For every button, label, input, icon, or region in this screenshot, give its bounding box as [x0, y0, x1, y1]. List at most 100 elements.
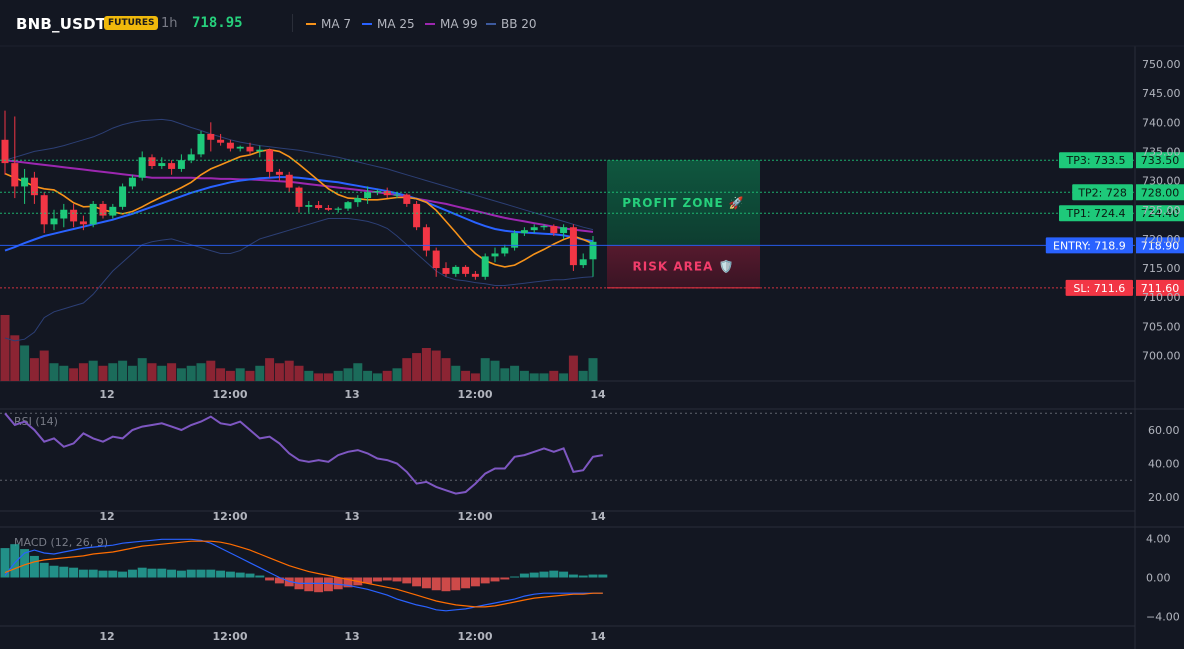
- candle-body: [481, 256, 489, 277]
- symbol-title[interactable]: BNB_USDT: [16, 15, 107, 33]
- volume-bar: [235, 368, 245, 381]
- candle-body: [256, 149, 264, 152]
- chart-header: BNB_USDT FUTURES 1h 718.95 MA 7 MA 25 MA…: [0, 0, 1184, 46]
- candle-body: [70, 209, 78, 222]
- candle: [109, 203, 117, 219]
- candle-body: [50, 218, 58, 225]
- price-tick-label: 720.00: [1142, 233, 1181, 246]
- candle-body: [393, 194, 401, 196]
- candle-body: [501, 247, 509, 254]
- candle: [452, 265, 460, 277]
- rsi-title: RSI (14): [14, 415, 58, 428]
- candle: [11, 116, 19, 199]
- candle-body: [373, 191, 381, 193]
- candle-body: [569, 227, 577, 266]
- candle: [354, 195, 362, 207]
- candle-body: [138, 157, 146, 178]
- legend-ma99[interactable]: MA 99: [425, 17, 478, 31]
- axis-price-label: 711.60: [1141, 282, 1180, 295]
- candlesticks[interactable]: [1, 110, 597, 280]
- macd-histogram-bar: [490, 577, 500, 582]
- volume-bar: [461, 370, 471, 381]
- macd-histogram-bar: [559, 571, 569, 578]
- legend-ma7[interactable]: MA 7: [306, 17, 351, 31]
- candle-body: [383, 191, 391, 196]
- volume-bar: [196, 363, 206, 381]
- candle: [481, 253, 489, 280]
- volume-bar: [255, 365, 265, 381]
- axis-price-label: 733.50: [1141, 154, 1180, 167]
- macd-histogram-bar: [186, 569, 196, 578]
- legend-ma25[interactable]: MA 25: [362, 17, 415, 31]
- time-tick-label: 13: [344, 630, 359, 643]
- macd-histogram-bar: [578, 575, 588, 578]
- volume-bar: [451, 365, 461, 381]
- candle: [413, 201, 421, 231]
- candle-body: [413, 203, 421, 228]
- macd-histogram-bar: [568, 574, 578, 578]
- candle-body: [520, 230, 528, 234]
- candle: [89, 201, 97, 228]
- ma25-line: [4, 176, 594, 252]
- macd-histogram-bar: [216, 570, 226, 578]
- candle-body: [207, 133, 215, 140]
- level-tag: [1072, 184, 1133, 201]
- grid-layer: [0, 45, 1184, 649]
- volume-bar: [147, 363, 157, 381]
- candle: [21, 168, 29, 204]
- macd-histogram-bar: [176, 570, 186, 578]
- trade-zones: PROFIT ZONE 🚀 RISK AREA 🛡️: [607, 160, 760, 289]
- candle-body: [354, 198, 362, 203]
- price-levels: TP3: 733.5 733.50 TP2: 728 728.00 TP1: 724.4…: [0, 152, 1184, 296]
- macd-histogram-bar: [598, 574, 608, 578]
- legend-bb20[interactable]: BB 20: [486, 17, 537, 31]
- price-tick-label: 710.00: [1142, 291, 1181, 304]
- price-tick-label: 730.00: [1142, 175, 1181, 188]
- candle-body: [452, 266, 460, 274]
- rsi-line: [4, 412, 603, 495]
- candle-body: [60, 209, 68, 219]
- candle-body: [364, 192, 372, 199]
- level-tag: [1059, 205, 1133, 222]
- macd-line: [4, 538, 603, 612]
- macd-histogram-bar: [167, 569, 177, 578]
- candle: [217, 133, 225, 146]
- candle-body: [589, 241, 597, 260]
- macd-histogram-bar: [225, 571, 235, 578]
- candle-body: [30, 177, 38, 196]
- volume-bar: [412, 353, 422, 381]
- legend-ma7-label: MA 7: [321, 17, 352, 31]
- candle: [315, 201, 323, 210]
- bb20-swatch: [486, 23, 496, 25]
- level-tag: [1045, 237, 1133, 254]
- macd-histogram-bar: [147, 568, 157, 578]
- volume-bar: [88, 360, 98, 381]
- candle-body: [285, 174, 293, 188]
- macd-histogram-bar: [314, 577, 324, 593]
- macd-histogram-bar: [265, 577, 275, 581]
- axis-price-tag: [1136, 152, 1184, 169]
- price-tick-label: 715.00: [1142, 262, 1181, 275]
- candle-body: [109, 206, 117, 216]
- axis-price-tag: [1136, 205, 1184, 222]
- candle-body: [334, 208, 342, 210]
- volume-bar: [20, 345, 30, 381]
- interval-selector[interactable]: 1h: [161, 16, 178, 31]
- macd-tick-label: −4.00: [1146, 611, 1180, 624]
- candle-body: [246, 146, 254, 152]
- price-tick-label: 700.00: [1142, 350, 1181, 363]
- risk-zone: [607, 245, 760, 288]
- level-tag-label: TP3: 733.5: [1065, 154, 1125, 167]
- candle: [60, 203, 68, 228]
- candle: [344, 201, 352, 211]
- candle: [530, 224, 538, 234]
- volume-bar: [0, 315, 10, 381]
- price-tick-label: 735.00: [1142, 145, 1181, 158]
- candle: [236, 145, 244, 152]
- macd-histogram-bar: [137, 567, 147, 578]
- candle-body: [1, 139, 9, 164]
- candle: [128, 174, 136, 190]
- volume-bar: [539, 373, 549, 381]
